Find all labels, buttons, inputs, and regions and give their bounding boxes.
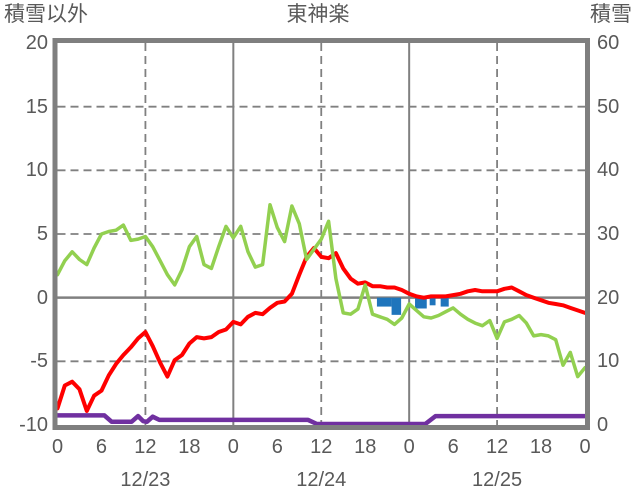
x-axis-tick-h36: 12: [310, 436, 333, 458]
x-axis-tick-h42: 18: [354, 436, 377, 458]
right-axis-tick-0: 0: [597, 414, 609, 436]
blue-bars-4: [440, 297, 449, 307]
x-axis-tick-h60: 12: [485, 436, 509, 458]
blue-bars-1: [391, 297, 402, 315]
x-axis-tick-h72: 0: [579, 436, 591, 458]
x-axis-date-12-24: 12/24: [296, 469, 347, 491]
purple-line: [55, 413, 588, 427]
left-axis-tick-0: 0: [36, 286, 48, 309]
x-axis-tick-h18: 18: [178, 436, 201, 458]
left-axis-tick--5: -5: [30, 350, 48, 373]
plot-border: [52, 38, 590, 430]
left-axis-tick--10: -10: [19, 414, 48, 436]
left-axis-tick-15: 15: [25, 95, 48, 118]
x-axis-tick-h48: 0: [403, 436, 415, 458]
x-axis-tick-h24: 0: [227, 436, 239, 458]
x-axis-tick-h12: 12: [134, 436, 157, 458]
right-axis-title: 積雪: [590, 3, 632, 26]
left-axis-tick-5: 5: [36, 223, 48, 245]
left-axis-title: 積雪以外: [4, 3, 88, 26]
blue-bars-3: [429, 297, 436, 306]
blue-bars-0: [376, 297, 392, 307]
left-axis-tick-20: 20: [25, 32, 48, 54]
right-axis-tick-20: 20: [597, 286, 620, 309]
x-axis-tick-h66: 18: [529, 436, 553, 458]
green-line: [55, 202, 587, 379]
x-axis-tick-h0: 0: [51, 436, 64, 458]
x-axis-date-12-23: 12/23: [120, 469, 171, 491]
blue-bars-2: [415, 297, 427, 309]
red-line: [55, 246, 587, 413]
right-axis-tick-30: 30: [597, 223, 620, 245]
right-axis-tick-10: 10: [597, 350, 620, 373]
x-axis-tick-h30: 6: [271, 436, 283, 458]
x-axis-tick-h54: 6: [447, 436, 459, 458]
right-axis-tick-40: 40: [597, 159, 620, 182]
x-axis-tick-h6: 6: [95, 436, 108, 458]
right-axis-tick-50: 50: [597, 95, 620, 118]
x-axis-date-12-25: 12/25: [472, 469, 523, 491]
right-axis-tick-60: 60: [597, 32, 620, 54]
chart-title: 東神楽: [286, 3, 350, 26]
left-axis-tick-10: 10: [25, 159, 48, 182]
